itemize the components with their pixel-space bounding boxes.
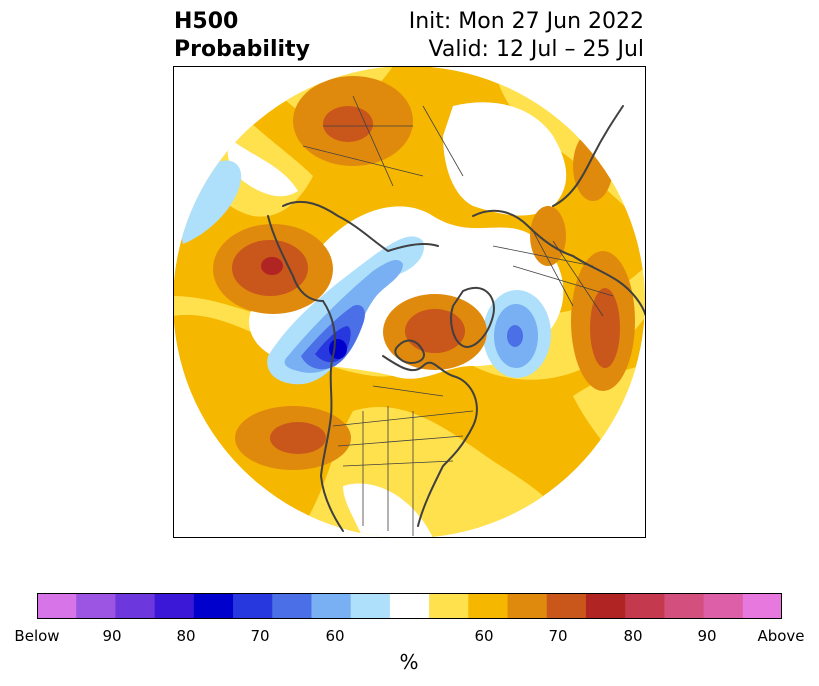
valid-period: Valid: 12 Jul – 25 Jul [428,37,644,62]
colorbar-cell [389,593,430,619]
colorbar-cells [37,593,782,619]
colorbar-cell [115,593,156,619]
coastline-alaska [267,215,324,302]
colorbar-tick-label: 60 [325,627,345,645]
probability-fields [173,66,645,538]
neutral-region-north [443,102,567,216]
neutral-region-west [227,141,298,197]
colorbar-tick-label: 90 [697,627,717,645]
product-title: Probability [174,37,310,62]
borders-eurasia [302,95,614,317]
colorbar-tick-label: 70 [250,627,270,645]
chart-title-right: Init: Mon 27 Jun 2022 Valid: 12 Jul – 25… [409,8,644,64]
dark-orange-siberia [323,106,373,142]
coastline-east-asia [552,105,624,207]
colorbar-tick-label: 80 [623,627,643,645]
colorbar-cell [507,593,548,619]
coastlines [267,105,646,532]
colorbar-cell [154,593,195,619]
coastline-north-america-west [320,300,344,532]
borders-north-america [332,385,474,536]
political-borders [302,95,614,536]
colorbar-tick-label: 80 [176,627,196,645]
dark-orange-subtropical-pacific [270,422,326,454]
colorbar-units: % [399,650,419,674]
red-north-pacific-core [261,257,283,275]
colorbar-cell [233,593,273,619]
mid-blue-greenland-core [507,325,523,347]
variable-title: H500 [174,9,239,34]
chart-title-left: H500 Probability [174,8,310,64]
colorbar-cell [664,593,705,619]
colorbar-cell [272,593,312,619]
colorbar-tick-label: Above [757,627,805,645]
colorbar-cell [429,593,469,619]
colorbar-cell [625,593,665,619]
colorbar-cell [311,593,352,619]
init-time: Init: Mon 27 Jun 2022 [408,9,644,34]
colorbar-cell [37,593,77,619]
colorbar-cell [585,593,626,619]
map-frame [173,66,646,538]
coastline-north-america-east [382,355,478,527]
colorbar-frame [37,593,782,619]
coastline-canadian-archipelago [394,339,425,364]
colorbar-tick-label: 90 [102,627,122,645]
colorbar-cell [468,593,509,619]
coastline-europe-north [472,209,646,317]
colorbar-cell [193,593,234,619]
deep-blue-pacific-core [329,339,347,359]
colorbar-tick-label: 60 [474,627,494,645]
colorbar [37,593,782,619]
polar-probability-map [173,66,646,538]
dark-orange-europe [590,288,620,368]
orange-mid-europe [530,206,566,266]
colorbar-cell [76,593,116,619]
colorbar-tick-label: Below [14,627,60,645]
colorbar-cell [546,593,587,619]
colorbar-cell [742,593,782,619]
dark-orange-arctic-high [405,309,465,353]
colorbar-cell [350,593,391,619]
colorbar-tick-label: 70 [548,627,568,645]
coastline-greenland [450,286,495,348]
coastline-siberia-north [282,200,439,252]
colorbar-cell [703,593,744,619]
light-blue-west-ocean [182,160,242,244]
